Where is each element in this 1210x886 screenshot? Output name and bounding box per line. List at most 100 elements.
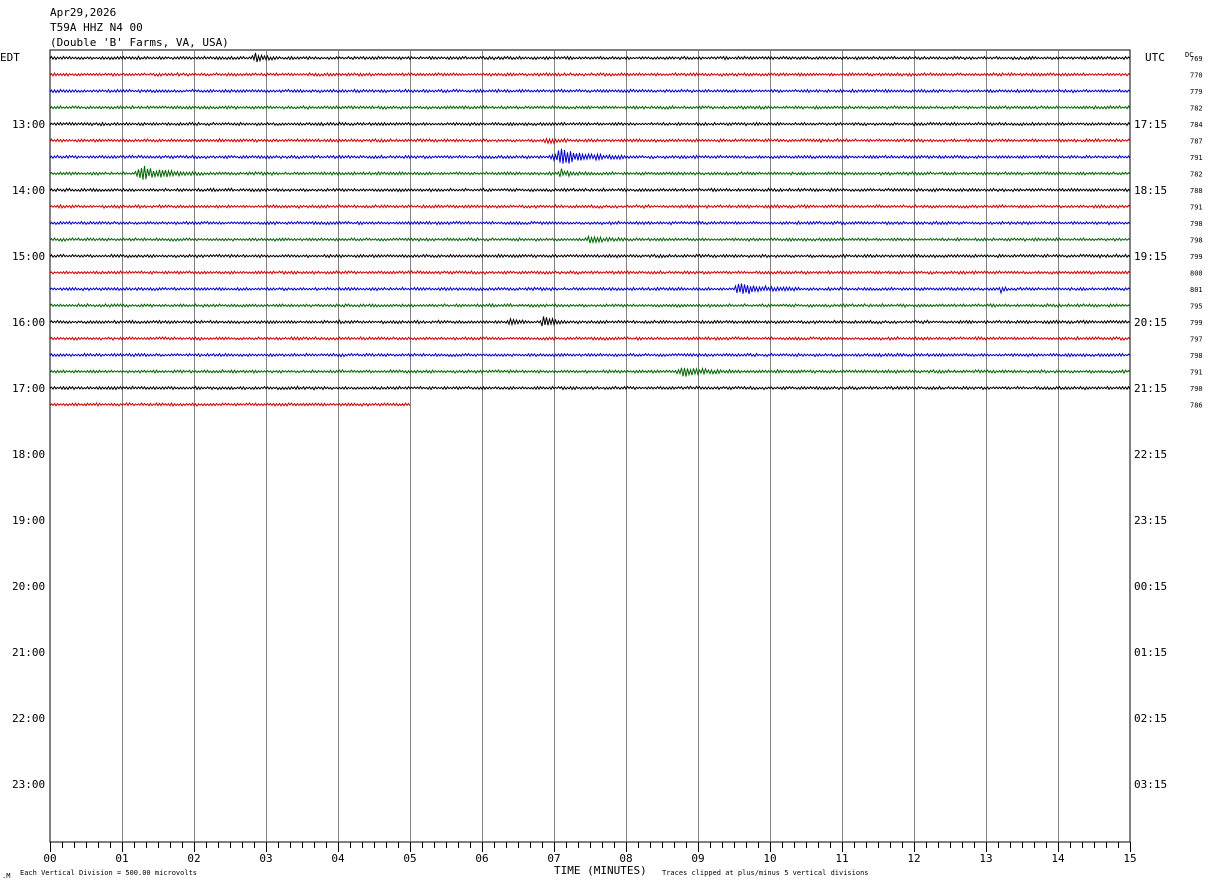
x-tick-label: 13 (979, 852, 992, 865)
x-tick-label: 11 (835, 852, 848, 865)
dc-header-label: DC (1185, 51, 1193, 59)
dc-offset-label: 795 (1190, 303, 1203, 311)
left-hour-label: 21:00 (12, 646, 45, 659)
x-axis-title: TIME (MINUTES) (554, 864, 647, 877)
clip-note: Traces clipped at plus/minus 5 vertical … (662, 869, 869, 877)
right-hour-label: 00:15 (1134, 580, 1167, 593)
left-zone-label: EDT (0, 51, 20, 64)
trace-row (49, 165, 1131, 180)
dc-offset-label: 799 (1190, 253, 1203, 261)
dc-offset-label: 797 (1190, 336, 1203, 344)
dc-offset-label: 799 (1190, 319, 1203, 327)
trace-row (49, 352, 1131, 358)
trace-row (49, 253, 1131, 259)
footer-mark: .M (2, 872, 10, 880)
header-station: T59A HHZ N4 00 (50, 21, 143, 34)
right-hour-label: 22:15 (1134, 448, 1167, 461)
right-hour-label: 18:15 (1134, 184, 1167, 197)
header-location: (Double 'B' Farms, VA, USA) (50, 36, 229, 49)
x-tick-label: 00 (43, 852, 56, 865)
x-tick-label: 07 (547, 852, 560, 865)
x-tick-label: 15 (1123, 852, 1136, 865)
x-tick-label: 10 (763, 852, 776, 865)
trace-row (49, 88, 1131, 94)
left-hour-label: 20:00 (12, 580, 45, 593)
trace-row (49, 71, 1131, 78)
trace-row (49, 316, 1131, 327)
header-date: Apr29,2026 (50, 6, 116, 19)
dc-offset-label: 791 (1190, 154, 1203, 162)
dc-offset-label: 788 (1190, 187, 1203, 195)
trace-row (49, 269, 1131, 276)
right-zone-label: UTC (1145, 51, 1165, 64)
dc-offset-label: 791 (1190, 369, 1203, 377)
x-tick-label: 09 (691, 852, 704, 865)
right-hour-label: 23:15 (1134, 514, 1167, 527)
left-hour-label: 16:00 (12, 316, 45, 329)
right-hour-label: 20:15 (1134, 316, 1167, 329)
trace-row (49, 203, 1131, 210)
plot-frame (49, 49, 1131, 843)
dc-offset-label: 790 (1190, 385, 1203, 393)
trace-group (49, 52, 1131, 408)
left-hour-label: 15:00 (12, 250, 45, 263)
x-tick-label: 03 (259, 852, 272, 865)
dc-offset-label: 787 (1190, 138, 1203, 146)
dc-offset-label: 800 (1190, 270, 1203, 278)
x-tick-label: 08 (619, 852, 632, 865)
trace-row (49, 52, 1131, 63)
right-hour-label: 01:15 (1134, 646, 1167, 659)
x-tick-label: 12 (907, 852, 920, 865)
x-tick-label: 06 (475, 852, 488, 865)
left-hour-label: 18:00 (12, 448, 45, 461)
dc-offset-label: 770 (1190, 72, 1203, 80)
trace-row (49, 385, 1131, 391)
dc-offset-label: 779 (1190, 88, 1203, 96)
left-hour-label: 22:00 (12, 712, 45, 725)
trace-row (49, 302, 1131, 309)
right-hour-labels: 17:15 18:15 19:15 20:15 21:15 22:15 23:15 00:15… (1134, 118, 1167, 791)
dc-offset-label: 798 (1190, 237, 1203, 245)
trace-row (49, 234, 1131, 245)
dc-offset-label: 784 (1190, 121, 1203, 129)
dc-offset-label: 786 (1190, 402, 1203, 410)
right-hour-label: 17:15 (1134, 118, 1167, 131)
left-hour-labels: 13:00 14:00 15:00 16:00 17:00 18:00 19:00 20:00… (12, 118, 45, 791)
dc-offset-label: 769 (1190, 55, 1203, 63)
x-tick-label: 02 (187, 852, 200, 865)
dc-offset-label: 798 (1190, 220, 1203, 228)
x-tick-label: 05 (403, 852, 416, 865)
trace-row (49, 401, 411, 408)
trace-row (49, 187, 1131, 193)
left-hour-label: 17:00 (12, 382, 45, 395)
scale-note: Each Vertical Division = 500.00 microvol… (20, 869, 197, 877)
minute-grid (49, 49, 1131, 843)
dc-offset-label: 782 (1190, 105, 1203, 113)
left-hour-label: 14:00 (12, 184, 45, 197)
trace-row (49, 148, 1131, 164)
x-tick-label: 14 (1051, 852, 1065, 865)
dc-offset-label: 782 (1190, 171, 1203, 179)
x-tick-label: 01 (115, 852, 128, 865)
dc-offset-label: 798 (1190, 352, 1203, 360)
right-hour-label: 03:15 (1134, 778, 1167, 791)
right-hour-label: 21:15 (1134, 382, 1167, 395)
trace-row (49, 366, 1131, 377)
trace-row (49, 104, 1131, 111)
left-hour-label: 19:00 (12, 514, 45, 527)
right-hour-label: 19:15 (1134, 250, 1167, 263)
right-hour-label: 02:15 (1134, 712, 1167, 725)
left-hour-label: 23:00 (12, 778, 45, 791)
x-axis: 00 01 02 03 04 05 06 07 08 09 10 11 12 13 14 15 (43, 842, 1137, 865)
trace-row (49, 283, 1131, 295)
trace-row (49, 335, 1131, 342)
trace-row (49, 121, 1131, 127)
dc-offset-labels: 769 770 779 782 784 787 791 782 788 791 798 798 799 8… (1190, 55, 1203, 410)
x-tick-label: 04 (331, 852, 345, 865)
trace-row (49, 136, 1131, 145)
dc-offset-label: 791 (1190, 204, 1203, 212)
dc-offset-label: 801 (1190, 286, 1203, 294)
left-hour-label: 13:00 (12, 118, 45, 131)
trace-row (49, 220, 1131, 226)
